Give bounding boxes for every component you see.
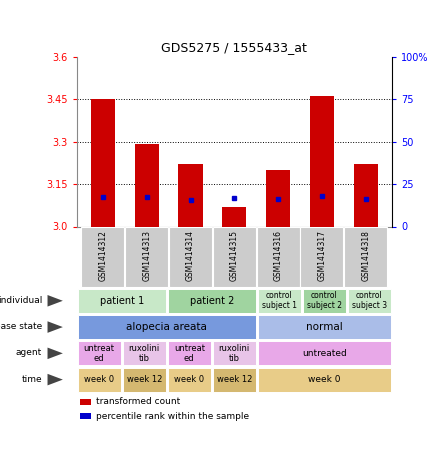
Text: disease state: disease state <box>0 322 42 331</box>
Text: individual: individual <box>0 296 42 305</box>
FancyBboxPatch shape <box>168 289 256 313</box>
Text: agent: agent <box>16 348 42 357</box>
FancyBboxPatch shape <box>81 227 124 287</box>
FancyBboxPatch shape <box>123 341 166 366</box>
FancyBboxPatch shape <box>213 341 256 366</box>
Title: GDS5275 / 1555433_at: GDS5275 / 1555433_at <box>161 41 307 54</box>
Text: ruxolini
tib: ruxolini tib <box>219 344 250 363</box>
Text: week 0: week 0 <box>308 375 341 384</box>
Text: untreat
ed: untreat ed <box>84 344 115 363</box>
FancyBboxPatch shape <box>169 227 212 287</box>
Text: untreated: untreated <box>302 349 347 358</box>
Text: GSM1414312: GSM1414312 <box>99 231 107 281</box>
FancyBboxPatch shape <box>257 227 300 287</box>
FancyBboxPatch shape <box>213 227 256 287</box>
Text: control
subject 1: control subject 1 <box>262 291 297 310</box>
FancyBboxPatch shape <box>168 367 211 392</box>
FancyBboxPatch shape <box>258 341 391 366</box>
Text: alopecia areata: alopecia areata <box>126 322 207 332</box>
FancyBboxPatch shape <box>213 367 256 392</box>
FancyBboxPatch shape <box>303 289 346 313</box>
Bar <box>134 145 159 226</box>
Text: week 0: week 0 <box>84 375 114 384</box>
FancyBboxPatch shape <box>78 315 256 339</box>
Text: patient 2: patient 2 <box>190 296 234 306</box>
FancyBboxPatch shape <box>344 227 387 287</box>
FancyBboxPatch shape <box>258 315 391 339</box>
Polygon shape <box>47 295 63 307</box>
FancyBboxPatch shape <box>125 227 168 287</box>
Text: percentile rank within the sample: percentile rank within the sample <box>95 412 249 421</box>
Text: control
subject 2: control subject 2 <box>307 291 342 310</box>
FancyBboxPatch shape <box>300 227 343 287</box>
FancyBboxPatch shape <box>123 367 166 392</box>
FancyBboxPatch shape <box>78 289 166 313</box>
Bar <box>178 164 202 226</box>
FancyBboxPatch shape <box>258 289 301 313</box>
Text: GSM1414313: GSM1414313 <box>142 231 151 281</box>
Bar <box>266 170 290 226</box>
Text: GSM1414316: GSM1414316 <box>274 231 283 281</box>
Text: week 12: week 12 <box>127 375 162 384</box>
Bar <box>80 414 91 419</box>
Text: GSM1414317: GSM1414317 <box>318 231 326 281</box>
FancyBboxPatch shape <box>348 289 391 313</box>
Text: untreat
ed: untreat ed <box>174 344 205 363</box>
FancyBboxPatch shape <box>258 367 391 392</box>
Text: transformed count: transformed count <box>95 397 180 406</box>
Text: week 12: week 12 <box>217 375 252 384</box>
FancyBboxPatch shape <box>78 341 121 366</box>
Text: time: time <box>21 375 42 384</box>
Bar <box>222 207 246 226</box>
Text: GSM1414318: GSM1414318 <box>361 231 370 281</box>
Text: GSM1414315: GSM1414315 <box>230 231 239 281</box>
Text: normal: normal <box>306 322 343 332</box>
Text: week 0: week 0 <box>174 375 205 384</box>
Text: ruxolini
tib: ruxolini tib <box>129 344 160 363</box>
Polygon shape <box>47 321 63 333</box>
Bar <box>353 164 378 226</box>
Bar <box>91 99 115 226</box>
Polygon shape <box>47 347 63 359</box>
Text: GSM1414314: GSM1414314 <box>186 231 195 281</box>
Bar <box>310 96 334 227</box>
Bar <box>80 399 91 405</box>
FancyBboxPatch shape <box>78 367 121 392</box>
FancyBboxPatch shape <box>168 341 211 366</box>
Polygon shape <box>47 374 63 386</box>
Text: patient 1: patient 1 <box>99 296 144 306</box>
Text: control
subject 3: control subject 3 <box>352 291 387 310</box>
